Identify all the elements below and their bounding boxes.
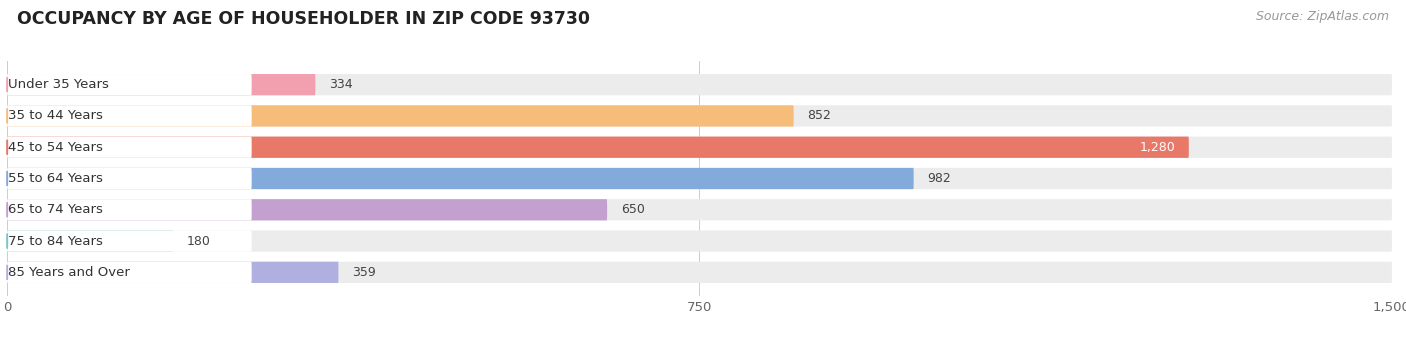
Text: 55 to 64 Years: 55 to 64 Years [7, 172, 103, 185]
FancyBboxPatch shape [7, 262, 1392, 283]
Text: 85 Years and Over: 85 Years and Over [7, 266, 129, 279]
Text: 982: 982 [928, 172, 952, 185]
FancyBboxPatch shape [7, 74, 252, 95]
FancyBboxPatch shape [7, 199, 607, 220]
FancyBboxPatch shape [7, 231, 173, 252]
Text: 852: 852 [807, 109, 831, 122]
FancyBboxPatch shape [7, 105, 1392, 126]
FancyBboxPatch shape [7, 74, 315, 95]
Text: 65 to 74 Years: 65 to 74 Years [7, 203, 103, 216]
FancyBboxPatch shape [7, 137, 252, 158]
Text: 180: 180 [187, 235, 211, 248]
FancyBboxPatch shape [7, 105, 252, 126]
Text: 35 to 44 Years: 35 to 44 Years [7, 109, 103, 122]
FancyBboxPatch shape [7, 199, 252, 220]
Text: OCCUPANCY BY AGE OF HOUSEHOLDER IN ZIP CODE 93730: OCCUPANCY BY AGE OF HOUSEHOLDER IN ZIP C… [17, 10, 591, 28]
FancyBboxPatch shape [7, 231, 1392, 252]
Text: 359: 359 [353, 266, 375, 279]
Text: 334: 334 [329, 78, 353, 91]
FancyBboxPatch shape [7, 262, 339, 283]
FancyBboxPatch shape [7, 168, 1392, 189]
Text: 45 to 54 Years: 45 to 54 Years [7, 141, 103, 154]
Text: 75 to 84 Years: 75 to 84 Years [7, 235, 103, 248]
Text: Under 35 Years: Under 35 Years [7, 78, 108, 91]
FancyBboxPatch shape [7, 74, 1392, 95]
FancyBboxPatch shape [7, 262, 252, 283]
FancyBboxPatch shape [7, 137, 1189, 158]
FancyBboxPatch shape [7, 231, 252, 252]
FancyBboxPatch shape [7, 105, 793, 126]
Text: 650: 650 [621, 203, 645, 216]
Text: Source: ZipAtlas.com: Source: ZipAtlas.com [1256, 10, 1389, 23]
FancyBboxPatch shape [7, 137, 1392, 158]
FancyBboxPatch shape [7, 199, 1392, 220]
Text: 1,280: 1,280 [1139, 141, 1175, 154]
FancyBboxPatch shape [7, 168, 252, 189]
FancyBboxPatch shape [7, 168, 914, 189]
